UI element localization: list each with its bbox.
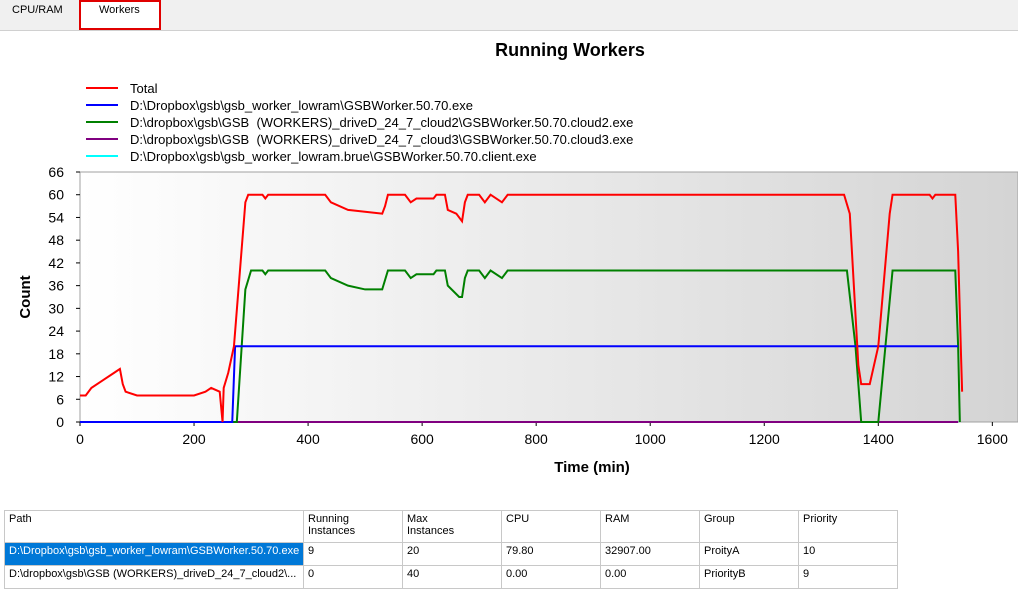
column-header: RAM — [600, 510, 700, 543]
x-tick-label: 1600 — [977, 431, 1008, 447]
column-header: Group — [699, 510, 799, 543]
series-line — [80, 345, 959, 423]
y-tick-label: 30 — [48, 300, 64, 316]
y-tick-label: 24 — [48, 323, 64, 339]
table-cell: 10 — [798, 542, 898, 566]
table-cell: ProityA — [699, 542, 799, 566]
column-header: Running Instances — [303, 510, 403, 543]
y-tick-label: 0 — [56, 414, 64, 430]
tab-highlight — [79, 0, 161, 30]
y-tick-label: 6 — [56, 391, 64, 407]
column-header: CPU — [501, 510, 601, 543]
x-tick-label: 600 — [410, 431, 434, 447]
column-header: Priority — [798, 510, 898, 543]
legend-label: D:\Dropbox\gsb\gsb_worker_lowram\GSBWork… — [130, 98, 473, 113]
table-cell: 0.00 — [501, 565, 601, 589]
x-tick-label: 1200 — [749, 431, 780, 447]
workers-table: Path Running Instances Max Instances CPU RAM… — [4, 510, 898, 589]
y-axis-label: Count — [17, 275, 34, 318]
table-cell: 32907.00 — [600, 542, 700, 566]
tab-strip: CPU/RAM Workers — [0, 0, 1018, 31]
column-header: Max Instances — [402, 510, 502, 543]
y-tick-label: 18 — [48, 346, 64, 362]
table-row: Path Running Instances Max Instances CPU RAM… — [4, 510, 898, 543]
x-tick-label: 1000 — [635, 431, 666, 447]
chart: Running Workers Time (min) Count Total D:… — [17, 40, 1018, 476]
table-row[interactable]: D:\dropbox\gsb\GSB (WORKERS)_driveD_24_7… — [4, 565, 898, 589]
legend-label: D:\dropbox\gsb\GSB (WORKERS)_driveD_24_7… — [130, 115, 633, 130]
y-tick-label: 54 — [48, 209, 64, 225]
table-cell: D:\dropbox\gsb\GSB (WORKERS)_driveD_24_7… — [4, 565, 304, 589]
legend-label: Total — [130, 81, 158, 96]
y-tick-label: 66 — [48, 164, 64, 180]
table-cell: 79.80 — [501, 542, 601, 566]
tab[interactable]: Workers — [99, 4, 140, 16]
y-tick-label: 36 — [48, 278, 64, 294]
table-cell: 20 — [402, 542, 502, 566]
y-tick-label: 42 — [48, 255, 64, 271]
plot-area — [79, 171, 1018, 423]
legend-label: D:\dropbox\gsb\GSB (WORKERS)_driveD_24_7… — [130, 132, 633, 147]
y-tick-label: 48 — [48, 232, 64, 248]
series-line — [80, 193, 964, 423]
table-row[interactable]: D:\Dropbox\gsb\gsb_worker_lowram\GSBWork… — [4, 542, 898, 566]
tab[interactable]: CPU/RAM — [12, 4, 63, 16]
column-header: Path — [4, 510, 304, 543]
y-tick-label: 12 — [48, 369, 64, 385]
x-tick-label: 200 — [182, 431, 206, 447]
table-cell: 0.00 — [600, 565, 700, 589]
legend-label: D:\Dropbox\gsb\gsb_worker_lowram.brue\GS… — [130, 149, 537, 164]
y-tick-label: 60 — [48, 187, 64, 203]
table-cell: 0 — [303, 565, 403, 589]
table-cell: D:\Dropbox\gsb\gsb_worker_lowram\GSBWork… — [4, 542, 304, 566]
x-axis-label: Time (min) — [554, 459, 630, 476]
x-tick-label: 800 — [524, 431, 548, 447]
table-cell: PriorityB — [699, 565, 799, 589]
x-tick-label: 1400 — [863, 431, 894, 447]
table-cell: 40 — [402, 565, 502, 589]
table-cell: 9 — [303, 542, 403, 566]
chart-title: Running Workers — [495, 40, 645, 60]
x-tick-label: 400 — [296, 431, 320, 447]
table-cell: 9 — [798, 565, 898, 589]
x-tick-label: 0 — [76, 431, 84, 447]
